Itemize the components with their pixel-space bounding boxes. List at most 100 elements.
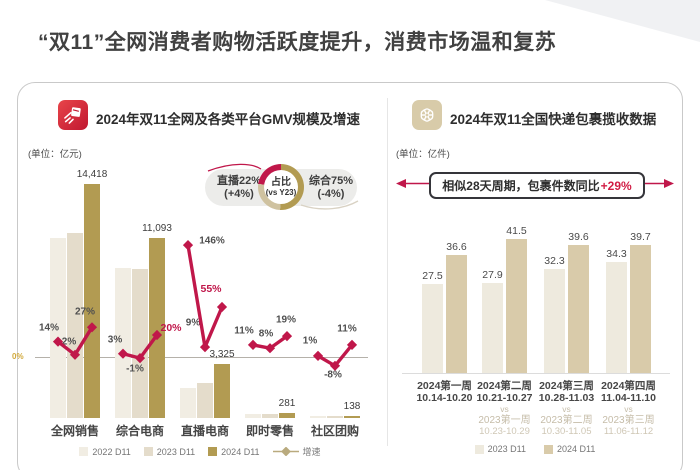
compare-week-label: 2023第一周 (478, 415, 531, 426)
parcel-axis-line (402, 373, 670, 374)
compare-week-dates: 11.06-11.12 (603, 426, 654, 437)
parcel-unit-label: (单位：亿件) (396, 149, 450, 160)
page-title: “双11”全网消费者购物活跃度提升，消费市场温和复苏 (38, 31, 557, 54)
gmv-value-label: 14,418 (76, 169, 108, 180)
parcel-value-label: 36.6 (446, 241, 467, 253)
gmv-category-label: 综合电商 (115, 424, 164, 438)
parcel-bar (446, 255, 467, 373)
gmv-legend-2023 D11-label: 2023 D11 (156, 446, 196, 457)
vs-label: vs (500, 404, 509, 414)
gmv-legend-2022 D11-swatch (79, 447, 89, 456)
gmv-bar (180, 388, 196, 418)
gmv-legend-growth: 增速 (272, 445, 321, 458)
banner-highlight: +29% (600, 178, 632, 193)
banner-text: 相似28天周期，包裹件数同比 (442, 179, 600, 193)
corner-decoration (545, 0, 700, 42)
growth-percent-label: 19% (275, 314, 297, 326)
parcel-week-label: 2024第四周 11.04-11.10 vs 2023第三周 11.06-11.12 (583, 380, 675, 437)
parcel-value-label: 41.5 (506, 225, 527, 237)
week-dates: 10.28-11.03 (538, 392, 595, 404)
parcel-bar (506, 239, 527, 373)
parcel-legend-2023 D11-label: 2023 D11 (487, 444, 526, 454)
growth-percent-label: -1% (126, 363, 144, 375)
week-label: 2024第三周 (539, 380, 594, 392)
parcel-value-label: 32.3 (544, 255, 565, 267)
parcel-bar (544, 269, 565, 373)
parcel-growth-banner: 相似28天周期，包裹件数同比 +29% (429, 172, 645, 199)
growth-percent-label: 3% (107, 334, 123, 346)
parcel-bar (606, 262, 627, 373)
gmv-bar (67, 233, 83, 418)
gmv-value-label: 138 (343, 401, 361, 412)
gmv-legend-2023 D11-swatch (143, 447, 153, 456)
parcel-legend: 2023 D11 2024 D11 (415, 444, 655, 454)
compare-week-dates: 10.30-11.05 (541, 426, 592, 437)
gmv-panel-title: 2024年双11全网及各类平台GMV规模及增速 (96, 112, 361, 127)
gmv-bar (84, 184, 100, 418)
growth-percent-label: 14% (38, 322, 60, 334)
share-comprehensive-value: 综合75% (308, 175, 354, 187)
gmv-legend-2024 D11-swatch (208, 447, 218, 456)
growth-percent-label: 8% (258, 328, 274, 340)
gmv-bar (327, 416, 343, 418)
growth-percent-label: 2% (61, 336, 77, 348)
growth-percent-label: 20% (160, 322, 182, 334)
parcel-legend-2024 D11: 2024 D11 (544, 444, 595, 454)
parcel-legend-2024 D11-swatch (544, 444, 553, 454)
parcel-value-label: 39.7 (630, 231, 651, 243)
gmv-bar (149, 238, 165, 418)
week-dates: 11.04-11.10 (601, 392, 656, 404)
parcel-value-label: 27.5 (422, 270, 443, 282)
parcel-panel-title: 2024年双11全国快递包裹揽收数据 (450, 112, 657, 127)
growth-percent-label: 11% (337, 323, 357, 335)
week-dates: 10.14-10.20 (416, 392, 473, 404)
compare-week-dates: 10.23-10.29 (479, 426, 530, 437)
share-comprehensive-delta: (-4%) (317, 188, 345, 200)
share-live-delta: (+4%) (224, 188, 254, 200)
week-label: 2024第一周 (417, 380, 472, 392)
growth-percent-label: 55% (200, 283, 222, 295)
gmv-legend-2024 D11: 2024 D11 (208, 446, 260, 457)
gmv-bar (262, 414, 278, 418)
parcel-bar (482, 283, 503, 373)
gmv-value-label: 11,093 (142, 223, 172, 234)
compare-week-label: 2023第二周 (540, 415, 593, 426)
share-live-label: 直播22% (+4%) (208, 175, 270, 201)
growth-percent-label: -8% (324, 369, 342, 381)
share-donut-chart: 占比 (vs Y23) (258, 164, 304, 210)
share-donut-subtitle: (vs Y23) (265, 188, 297, 197)
gmv-unit-label: (单位：亿元) (28, 149, 82, 160)
gmv-bar (245, 414, 261, 418)
parcel-bar (568, 245, 589, 373)
growth-percent-label: 9% (185, 317, 201, 329)
vs-label: vs (562, 404, 571, 414)
parcel-legend-2024 D11-label: 2024 D11 (557, 444, 596, 454)
parcel-week-label: 2024第二周 10.21-10.27 vs 2023第一周 10.23-10.29 (459, 380, 551, 437)
parcel-legend-2023 D11: 2023 D11 (474, 444, 526, 454)
gmv-legend-2023 D11: 2023 D11 (143, 446, 196, 457)
panel-divider (387, 98, 388, 446)
share-donut-center: 占比 (vs Y23) (264, 170, 298, 204)
parcel-week-label: 2024第三周 10.28-11.03 vs 2023第二周 10.30-11.05 (521, 380, 613, 437)
growth-percent-label: 146% (199, 235, 225, 247)
gmv-bar (279, 413, 295, 418)
parcel-network-icon (412, 100, 442, 130)
parcel-week-label: 2024第一周 10.14-10.20 (399, 380, 491, 404)
gmv-legend-2024 D11-label: 2024 D11 (221, 446, 260, 457)
parcel-value-label: 39.6 (568, 231, 589, 243)
growth-percent-label: 11% (234, 325, 254, 337)
gmv-bar (132, 269, 148, 418)
share-donut-title: 占比 (271, 177, 291, 188)
week-label: 2024第四周 (601, 380, 656, 392)
parcel-legend-2023 D11-swatch (474, 444, 484, 454)
gmv-legend: 2022 D11 2023 D11 2024 D11 增速 (35, 445, 365, 458)
gmv-value-label: 281 (278, 398, 296, 409)
gmv-bar (214, 364, 230, 418)
compare-week-label: 2023第三周 (602, 415, 655, 426)
flying-parcel-icon (58, 100, 88, 130)
gmv-bar (197, 383, 213, 418)
gmv-category-label: 全网销售 (50, 424, 99, 438)
growth-legend-mark (272, 447, 299, 456)
gmv-category-label: 即时零售 (245, 424, 294, 438)
gmv-category-label: 直播电商 (180, 424, 229, 438)
